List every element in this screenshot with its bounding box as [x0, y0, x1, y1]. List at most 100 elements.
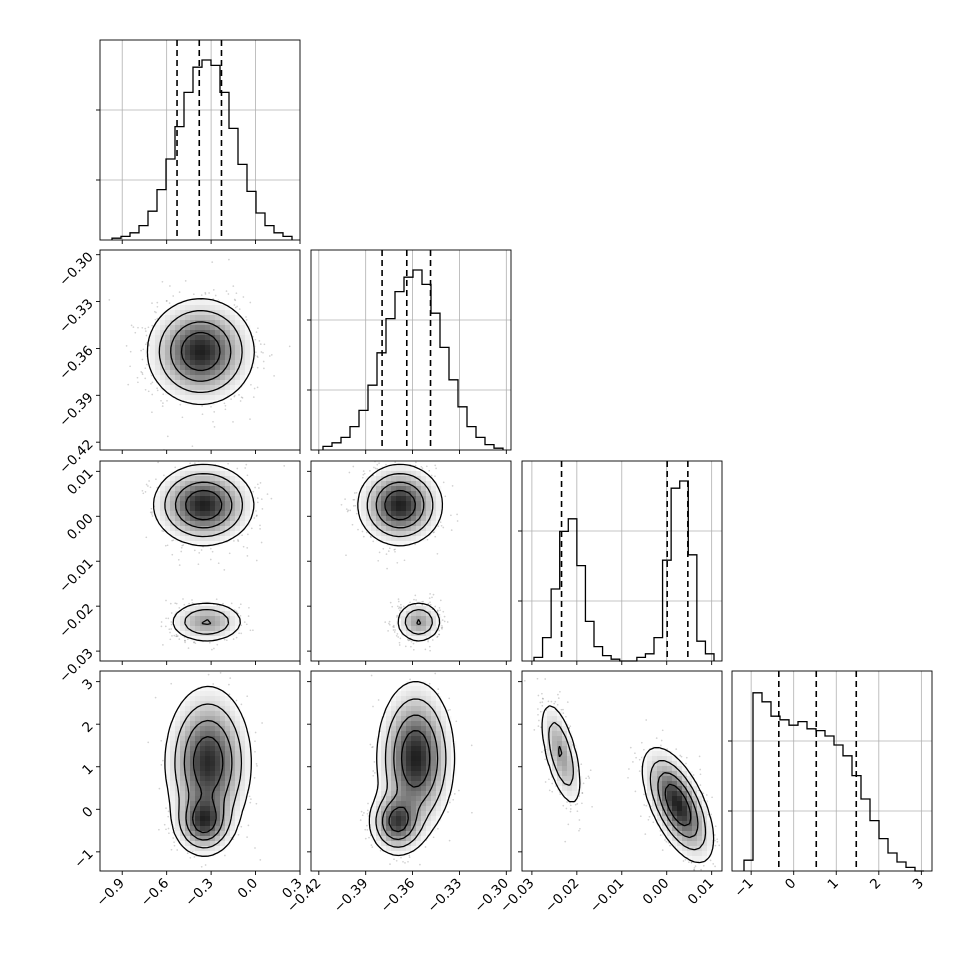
density-cell — [205, 305, 211, 311]
density-cell — [210, 365, 216, 371]
density-cell — [235, 616, 241, 622]
density-cell — [200, 380, 206, 386]
y-tick-label: −0.39 — [56, 390, 97, 431]
density-cell — [185, 385, 191, 391]
density-cell — [240, 526, 246, 532]
scatter-point — [398, 641, 401, 644]
density-cell — [205, 626, 211, 632]
density-cell — [200, 335, 206, 341]
density-cell — [175, 360, 181, 366]
scatter-point — [209, 547, 212, 550]
scatter-point — [176, 635, 179, 637]
scatter-point — [246, 547, 249, 549]
scatter-point — [240, 396, 243, 399]
density-cell — [175, 486, 181, 492]
density-cell — [190, 380, 196, 386]
density-cell — [220, 390, 226, 396]
density-cell — [175, 626, 181, 632]
density-cell — [215, 385, 221, 391]
density-cell — [160, 496, 166, 502]
density-cell — [165, 330, 171, 336]
density-cell — [235, 350, 241, 356]
density-cell — [190, 375, 196, 381]
scatter-point — [400, 603, 402, 606]
scatter-point — [145, 334, 148, 337]
scatter-point — [384, 621, 387, 623]
scatter-point — [198, 552, 201, 554]
density-cell — [225, 611, 231, 617]
scatter-point — [245, 463, 248, 466]
density-cell — [210, 330, 216, 336]
scatter-point — [169, 638, 172, 641]
density-cell — [210, 325, 216, 331]
scatter-point — [421, 467, 424, 469]
scatter-point — [247, 615, 250, 617]
scatter-point — [361, 530, 364, 533]
density-cell — [195, 636, 201, 642]
density-cell — [170, 511, 176, 517]
scatter-point — [141, 358, 144, 361]
density-cell — [155, 370, 161, 376]
density-cell — [190, 486, 196, 492]
scatter-point — [395, 634, 398, 637]
hist-p3-bg — [732, 671, 932, 871]
density-cell — [220, 521, 226, 527]
density-cell — [235, 516, 241, 522]
scatter-point — [255, 510, 257, 512]
density-cell — [175, 385, 181, 391]
scatter-point — [245, 316, 247, 318]
scatter-point — [258, 487, 260, 489]
density-cell — [200, 616, 206, 622]
scatter-point — [181, 416, 184, 419]
density-cell — [215, 305, 221, 311]
density-cell — [205, 611, 211, 617]
density-cell — [250, 355, 256, 361]
scatter-point — [270, 497, 273, 500]
density-cell — [185, 511, 191, 517]
scatter-point — [129, 350, 132, 353]
density-cell — [190, 531, 196, 537]
scatter-point — [169, 285, 171, 287]
contour-line — [164, 473, 244, 635]
scatter-point — [433, 531, 436, 533]
density-cell — [215, 345, 221, 351]
density-cell — [195, 340, 201, 346]
density-cell — [200, 365, 206, 371]
density-cell — [195, 526, 201, 532]
scatter-point — [283, 465, 286, 467]
scatter-point — [170, 621, 173, 623]
density-cell — [220, 511, 226, 517]
x-tick-label: 0 — [782, 875, 799, 892]
density-cell — [175, 521, 181, 527]
density-cell — [195, 365, 201, 371]
density-cell — [155, 360, 161, 366]
density-cell — [205, 496, 211, 502]
density-cell — [195, 481, 201, 487]
scatter-point — [233, 540, 235, 542]
density-cell — [230, 355, 236, 361]
scatter-point — [169, 631, 171, 634]
density-cell — [170, 491, 176, 497]
density-cell — [220, 531, 226, 537]
scatter-point — [451, 485, 454, 487]
density-cell — [235, 501, 241, 507]
density-cell — [165, 476, 171, 482]
density-cell — [210, 611, 216, 617]
scatter-point — [362, 473, 365, 476]
density-cell — [170, 355, 176, 361]
density-cell — [220, 516, 226, 522]
density-cell — [225, 325, 231, 331]
scatter-point — [141, 489, 144, 492]
scatter-point — [151, 393, 154, 396]
density-cell — [220, 621, 226, 627]
density-cell — [230, 340, 236, 346]
density-cell — [155, 355, 161, 361]
density-cell — [170, 506, 176, 512]
density-cell — [180, 491, 186, 497]
scatter-point — [145, 536, 148, 539]
density-cell — [220, 491, 226, 497]
density-cell — [205, 486, 211, 492]
scatter-point — [377, 559, 380, 562]
density-cell — [190, 521, 196, 527]
density-cell — [175, 481, 181, 487]
